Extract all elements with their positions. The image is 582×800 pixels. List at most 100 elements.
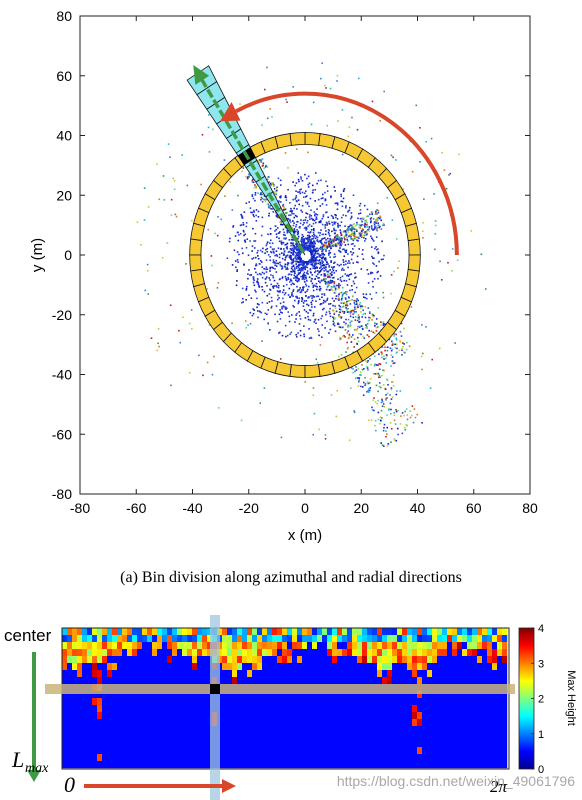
point-cloud-dot: [332, 316, 334, 319]
heatmap-cell: [132, 635, 138, 643]
point-cloud-dot: [313, 296, 315, 298]
point-cloud-dot: [371, 237, 373, 240]
heatmap-cell: [242, 635, 248, 643]
point-cloud-dot: [382, 291, 384, 294]
heatmap-cell: [252, 663, 258, 671]
heatmap-cell: [112, 712, 118, 720]
point-cloud-dot: [355, 236, 358, 239]
point-cloud-dot: [356, 223, 358, 226]
point-cloud-dot: [284, 152, 287, 154]
heatmap-cell: [462, 670, 468, 678]
point-cloud-dot: [268, 293, 271, 295]
heatmap-cell: [437, 754, 443, 762]
heatmap-cell: [232, 677, 238, 685]
point-cloud-dot: [212, 128, 214, 131]
heatmap-cell: [402, 698, 408, 706]
heatmap-cell: [202, 628, 208, 636]
point-cloud-dot: [360, 333, 362, 336]
heatmap-cell: [327, 649, 333, 657]
point-cloud-dot: [279, 318, 282, 320]
point-cloud-dot: [365, 215, 368, 218]
point-cloud-dot: [361, 386, 364, 388]
point-cloud-dot: [342, 189, 345, 192]
point-cloud-dot: [371, 255, 373, 258]
point-cloud-dot: [395, 409, 397, 411]
point-cloud-dot: [295, 182, 298, 184]
heatmap-cell: [167, 642, 173, 650]
heatmap-cell: [332, 726, 338, 734]
point-cloud-dot: [375, 330, 378, 332]
point-cloud-dot: [293, 230, 296, 233]
point-cloud-dot: [344, 237, 346, 240]
point-cloud-dot: [356, 230, 358, 232]
point-cloud-dot: [329, 312, 331, 315]
point-cloud-dot: [271, 183, 274, 186]
point-cloud-dot: [261, 200, 264, 203]
point-cloud-dot: [290, 256, 293, 259]
point-cloud-dot: [373, 332, 376, 334]
point-cloud-dot: [325, 258, 327, 260]
heatmap-cell: [392, 712, 398, 720]
point-cloud-dot: [303, 267, 306, 270]
heatmap-cell: [427, 677, 433, 685]
heatmap-cell: [392, 628, 398, 636]
point-cloud-dot: [395, 159, 397, 161]
heatmap-cell: [327, 712, 333, 720]
point-cloud-dot: [296, 285, 298, 288]
heatmap-cell: [132, 761, 138, 769]
point-cloud-dot: [269, 233, 272, 235]
heatmap-cell: [412, 656, 418, 664]
heatmap-cell: [382, 691, 388, 699]
heatmap-cell: [162, 733, 168, 741]
heatmap-cell: [467, 691, 473, 699]
heatmap-cell: [442, 761, 448, 769]
x-tick-label: 20: [353, 500, 369, 516]
heatmap-cell: [292, 670, 298, 678]
heatmap-cell: [497, 642, 503, 650]
heatmap-cell: [252, 740, 258, 748]
heatmap-cell: [317, 698, 323, 706]
point-cloud-dot: [358, 223, 360, 226]
heatmap-cell: [142, 712, 148, 720]
heatmap-cell: [257, 747, 263, 755]
point-cloud-dot: [309, 250, 312, 253]
point-cloud-dot: [409, 410, 411, 412]
heatmap-cell: [302, 754, 308, 762]
point-cloud-dot: [350, 225, 353, 228]
point-cloud-dot: [266, 302, 269, 304]
point-cloud-dot: [334, 261, 336, 264]
point-cloud-dot: [293, 212, 295, 215]
point-cloud-dot: [322, 253, 324, 256]
point-cloud-dot: [309, 261, 312, 263]
point-cloud-dot: [346, 291, 348, 293]
point-cloud-dot: [157, 328, 160, 330]
point-cloud-dot: [247, 277, 249, 280]
heatmap-cell: [242, 705, 248, 713]
point-cloud-dot: [294, 204, 297, 207]
heatmap-cell: [467, 642, 473, 650]
point-cloud-dot: [379, 120, 382, 122]
point-cloud-dot: [296, 215, 298, 218]
heatmap-cell: [137, 649, 143, 657]
point-cloud-dot: [377, 270, 379, 273]
heatmap-cell: [87, 628, 93, 636]
heatmap-cell: [327, 642, 333, 650]
point-cloud-dot: [282, 291, 284, 294]
point-cloud-dot: [372, 399, 375, 401]
point-cloud-dot: [237, 194, 239, 197]
point-cloud-dot: [252, 181, 255, 184]
heatmap-cell: [92, 747, 98, 755]
point-cloud-dot: [300, 258, 302, 260]
heatmap-cell: [67, 677, 73, 685]
heatmap-cell: [502, 691, 508, 699]
heatmap-cell: [387, 712, 393, 720]
point-cloud-dot: [366, 208, 369, 211]
heatmap-cell: [172, 726, 178, 734]
point-cloud-dot: [305, 212, 308, 214]
point-cloud-dot: [451, 248, 454, 250]
point-cloud-dot: [319, 241, 322, 243]
point-cloud-dot: [333, 282, 336, 285]
heatmap-cell: [462, 677, 468, 685]
point-cloud-dot: [214, 232, 216, 235]
point-cloud-dot: [299, 256, 302, 259]
